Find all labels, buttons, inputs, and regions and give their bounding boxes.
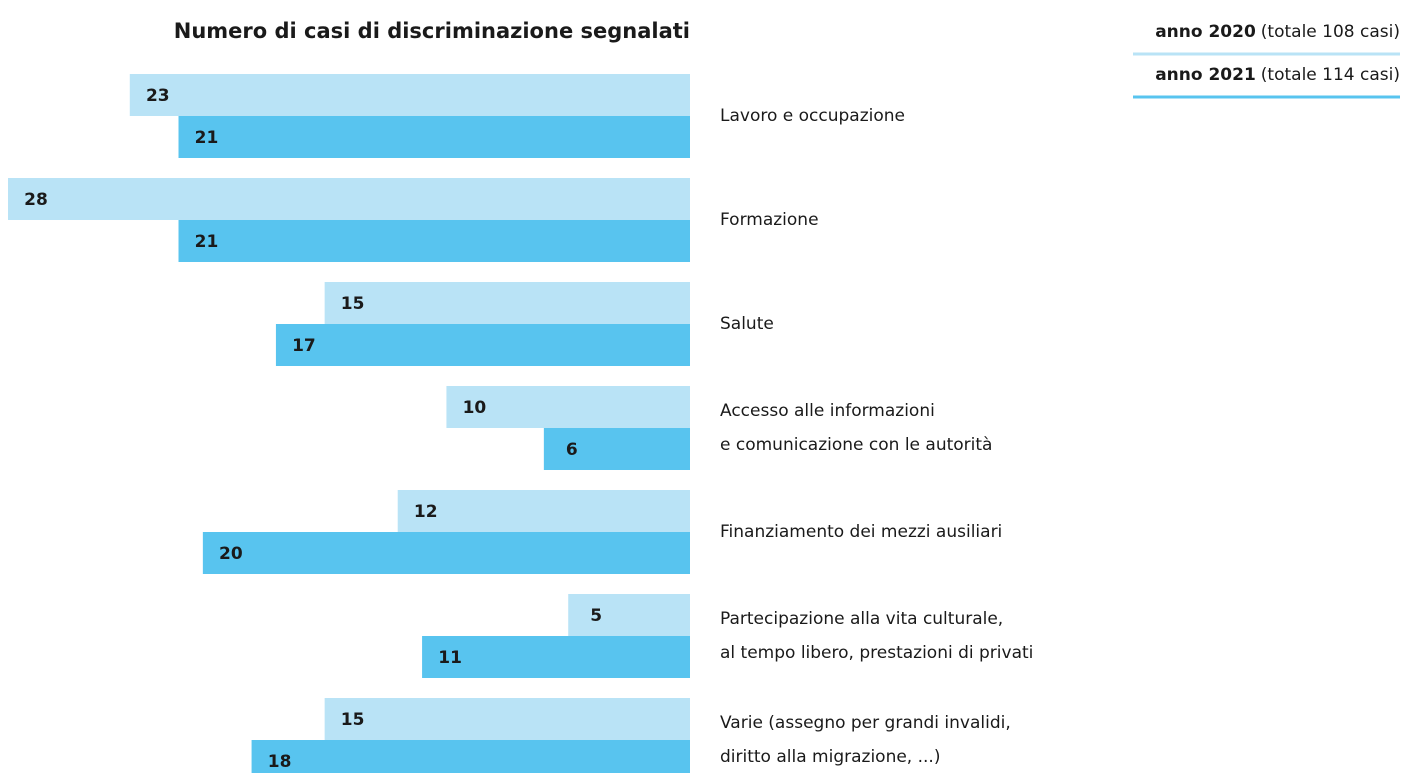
category-label: Lavoro e occupazione	[720, 106, 905, 126]
value-label: 20	[219, 544, 243, 564]
bar	[275, 324, 690, 366]
bar	[8, 178, 690, 220]
category-label: Accesso alle informazioni	[720, 401, 935, 421]
bar	[446, 386, 690, 428]
value-label: 11	[438, 648, 462, 668]
legend-entry: anno 2021 (totale 114 casi)	[1155, 65, 1400, 85]
legend-name: anno 2021	[1155, 65, 1256, 85]
bar	[178, 220, 690, 262]
legend-name: anno 2020	[1155, 22, 1256, 42]
bar	[543, 428, 690, 470]
bar	[324, 698, 690, 740]
value-label: 5	[590, 606, 602, 626]
legend-entry: anno 2020 (totale 108 casi)	[1155, 22, 1400, 42]
legend-note: (totale 108 casi)	[1261, 22, 1400, 42]
value-label: 28	[24, 190, 48, 210]
bar	[178, 116, 690, 158]
value-label: 6	[566, 440, 578, 460]
bar	[324, 282, 690, 324]
category-label: diritto alla migrazione, ...)	[720, 747, 940, 767]
value-label: 18	[268, 752, 292, 772]
value-label: 17	[292, 336, 316, 356]
category-label: Salute	[720, 314, 774, 334]
value-label: 15	[341, 710, 365, 730]
value-label: 21	[195, 128, 219, 148]
bar	[251, 740, 691, 773]
category-label: e comunicazione con le autorità	[720, 435, 992, 455]
value-label: 10	[463, 398, 487, 418]
bar	[422, 636, 690, 678]
legend-note: (totale 114 casi)	[1261, 65, 1400, 85]
category-label: Finanziamento dei mezzi ausiliari	[720, 522, 1002, 542]
value-label: 21	[195, 232, 219, 252]
bar	[202, 532, 690, 574]
category-label: al tempo libero, prestazioni di privati	[720, 643, 1033, 663]
value-label: 12	[414, 502, 438, 522]
category-label: Formazione	[720, 210, 819, 230]
category-label: Partecipazione alla vita culturale,	[720, 609, 1003, 629]
category-label: Varie (assegno per grandi invalidi,	[720, 713, 1011, 733]
bar	[129, 74, 691, 116]
value-label: 15	[341, 294, 365, 314]
bar	[397, 490, 690, 532]
value-label: 23	[146, 86, 170, 106]
bar	[568, 594, 690, 636]
chart-title: Numero di casi di discriminazione segnal…	[174, 19, 690, 43]
